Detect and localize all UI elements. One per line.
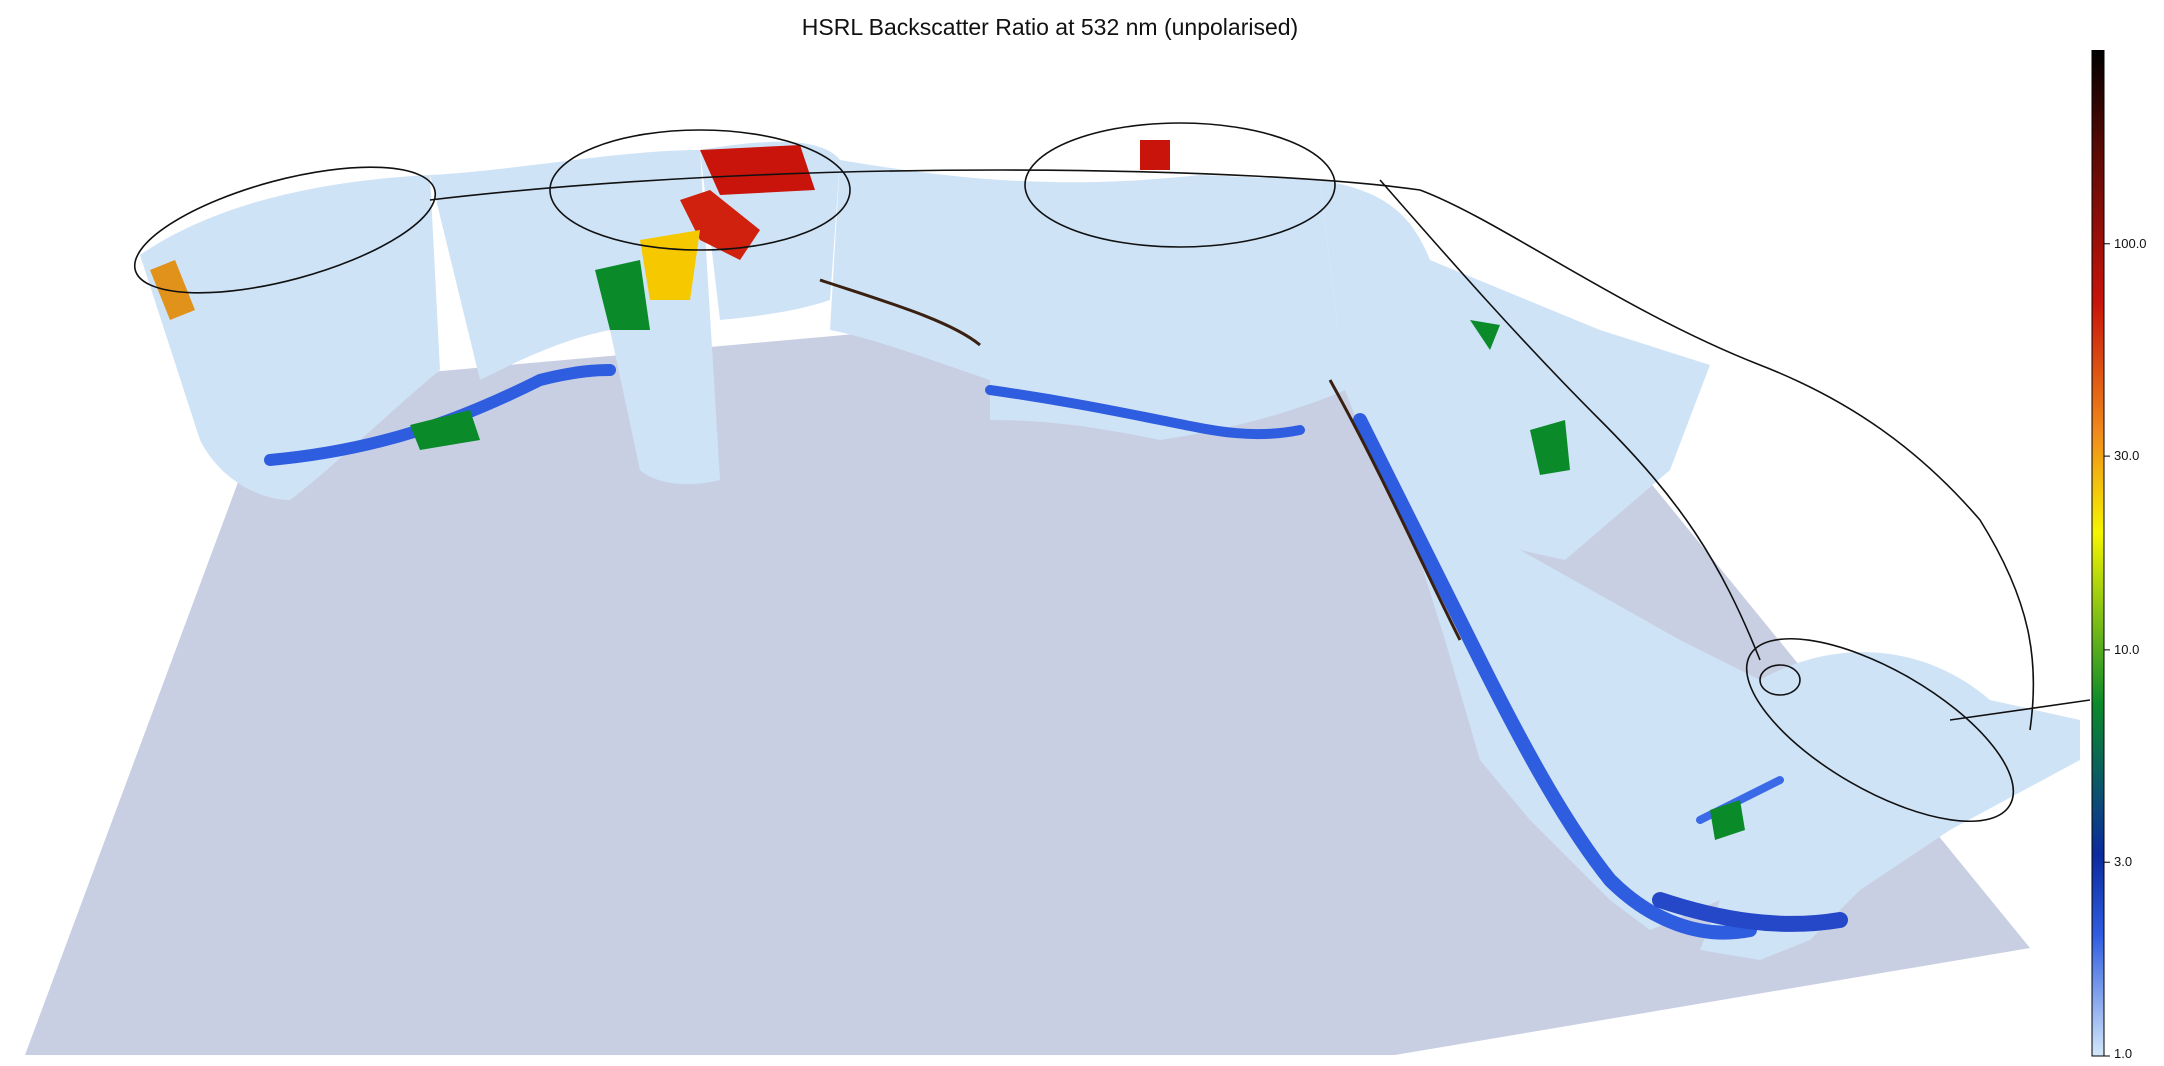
aerosol-layers [264, 364, 1848, 940]
curtain-plot-3d [25, 122, 2090, 1055]
curtain-segment-4 [830, 160, 1345, 440]
cloud-patch-4 [700, 145, 815, 195]
surface-return-lines [819, 278, 1462, 641]
cloud-patch-7 [1530, 420, 1570, 475]
colorbar-tick-label: 10.0 [2114, 642, 2139, 657]
colorbar-tick-label: 30.0 [2114, 448, 2139, 463]
curtain-segment-7 [1700, 652, 2080, 960]
track-loop-4 [1745, 637, 2015, 823]
flight-track [133, 122, 2090, 823]
track-loop-2 [549, 129, 851, 251]
track-segment-3 [1949, 699, 2090, 721]
cloud-patch-8 [1470, 320, 1500, 350]
track-segment-1 [429, 169, 2035, 731]
aerosol-band-4 [1652, 892, 1848, 932]
curtain-segment-1 [140, 175, 440, 500]
cloud-patch-9 [410, 410, 480, 450]
surface-return-2 [1328, 379, 1462, 641]
cloud-patch-6 [1140, 140, 1170, 170]
curtain-segment-6 [1445, 550, 1760, 930]
aerosol-band-1 [264, 364, 616, 466]
curtain-segment-2 [430, 150, 720, 485]
track-loop-3 [1024, 122, 1336, 248]
chart-title: HSRL Backscatter Ratio at 532 nm (unpola… [801, 14, 1299, 40]
track-loop-1 [133, 166, 437, 294]
aerosol-band-3 [1353, 413, 1757, 940]
track-loop-5 [1759, 664, 1801, 696]
track-segment-2 [1379, 179, 1761, 661]
colorbar-tick-label: 3.0 [2114, 854, 2132, 869]
colorbar-ticks: 1.0 3.0 10.0 30.0 100.0 [2104, 236, 2147, 1060]
colorbar-tick-label: 1.0 [2114, 1046, 2132, 1060]
colorbar-gradient [2091, 50, 2105, 1057]
cloud-patch-3 [640, 230, 700, 300]
lidar-curtain [140, 141, 2080, 960]
surface-return-1 [819, 278, 981, 347]
aerosol-band-2 [985, 385, 1305, 440]
colorbar: 1.0 3.0 10.0 30.0 100.0 [2091, 50, 2147, 1060]
cloud-patch-10 [1710, 800, 1745, 840]
colorbar-tick-label: 100.0 [2114, 236, 2147, 251]
cloud-patch-5 [595, 260, 650, 330]
cloud-patch-2 [680, 190, 760, 260]
cloud-patch-1 [150, 260, 195, 320]
